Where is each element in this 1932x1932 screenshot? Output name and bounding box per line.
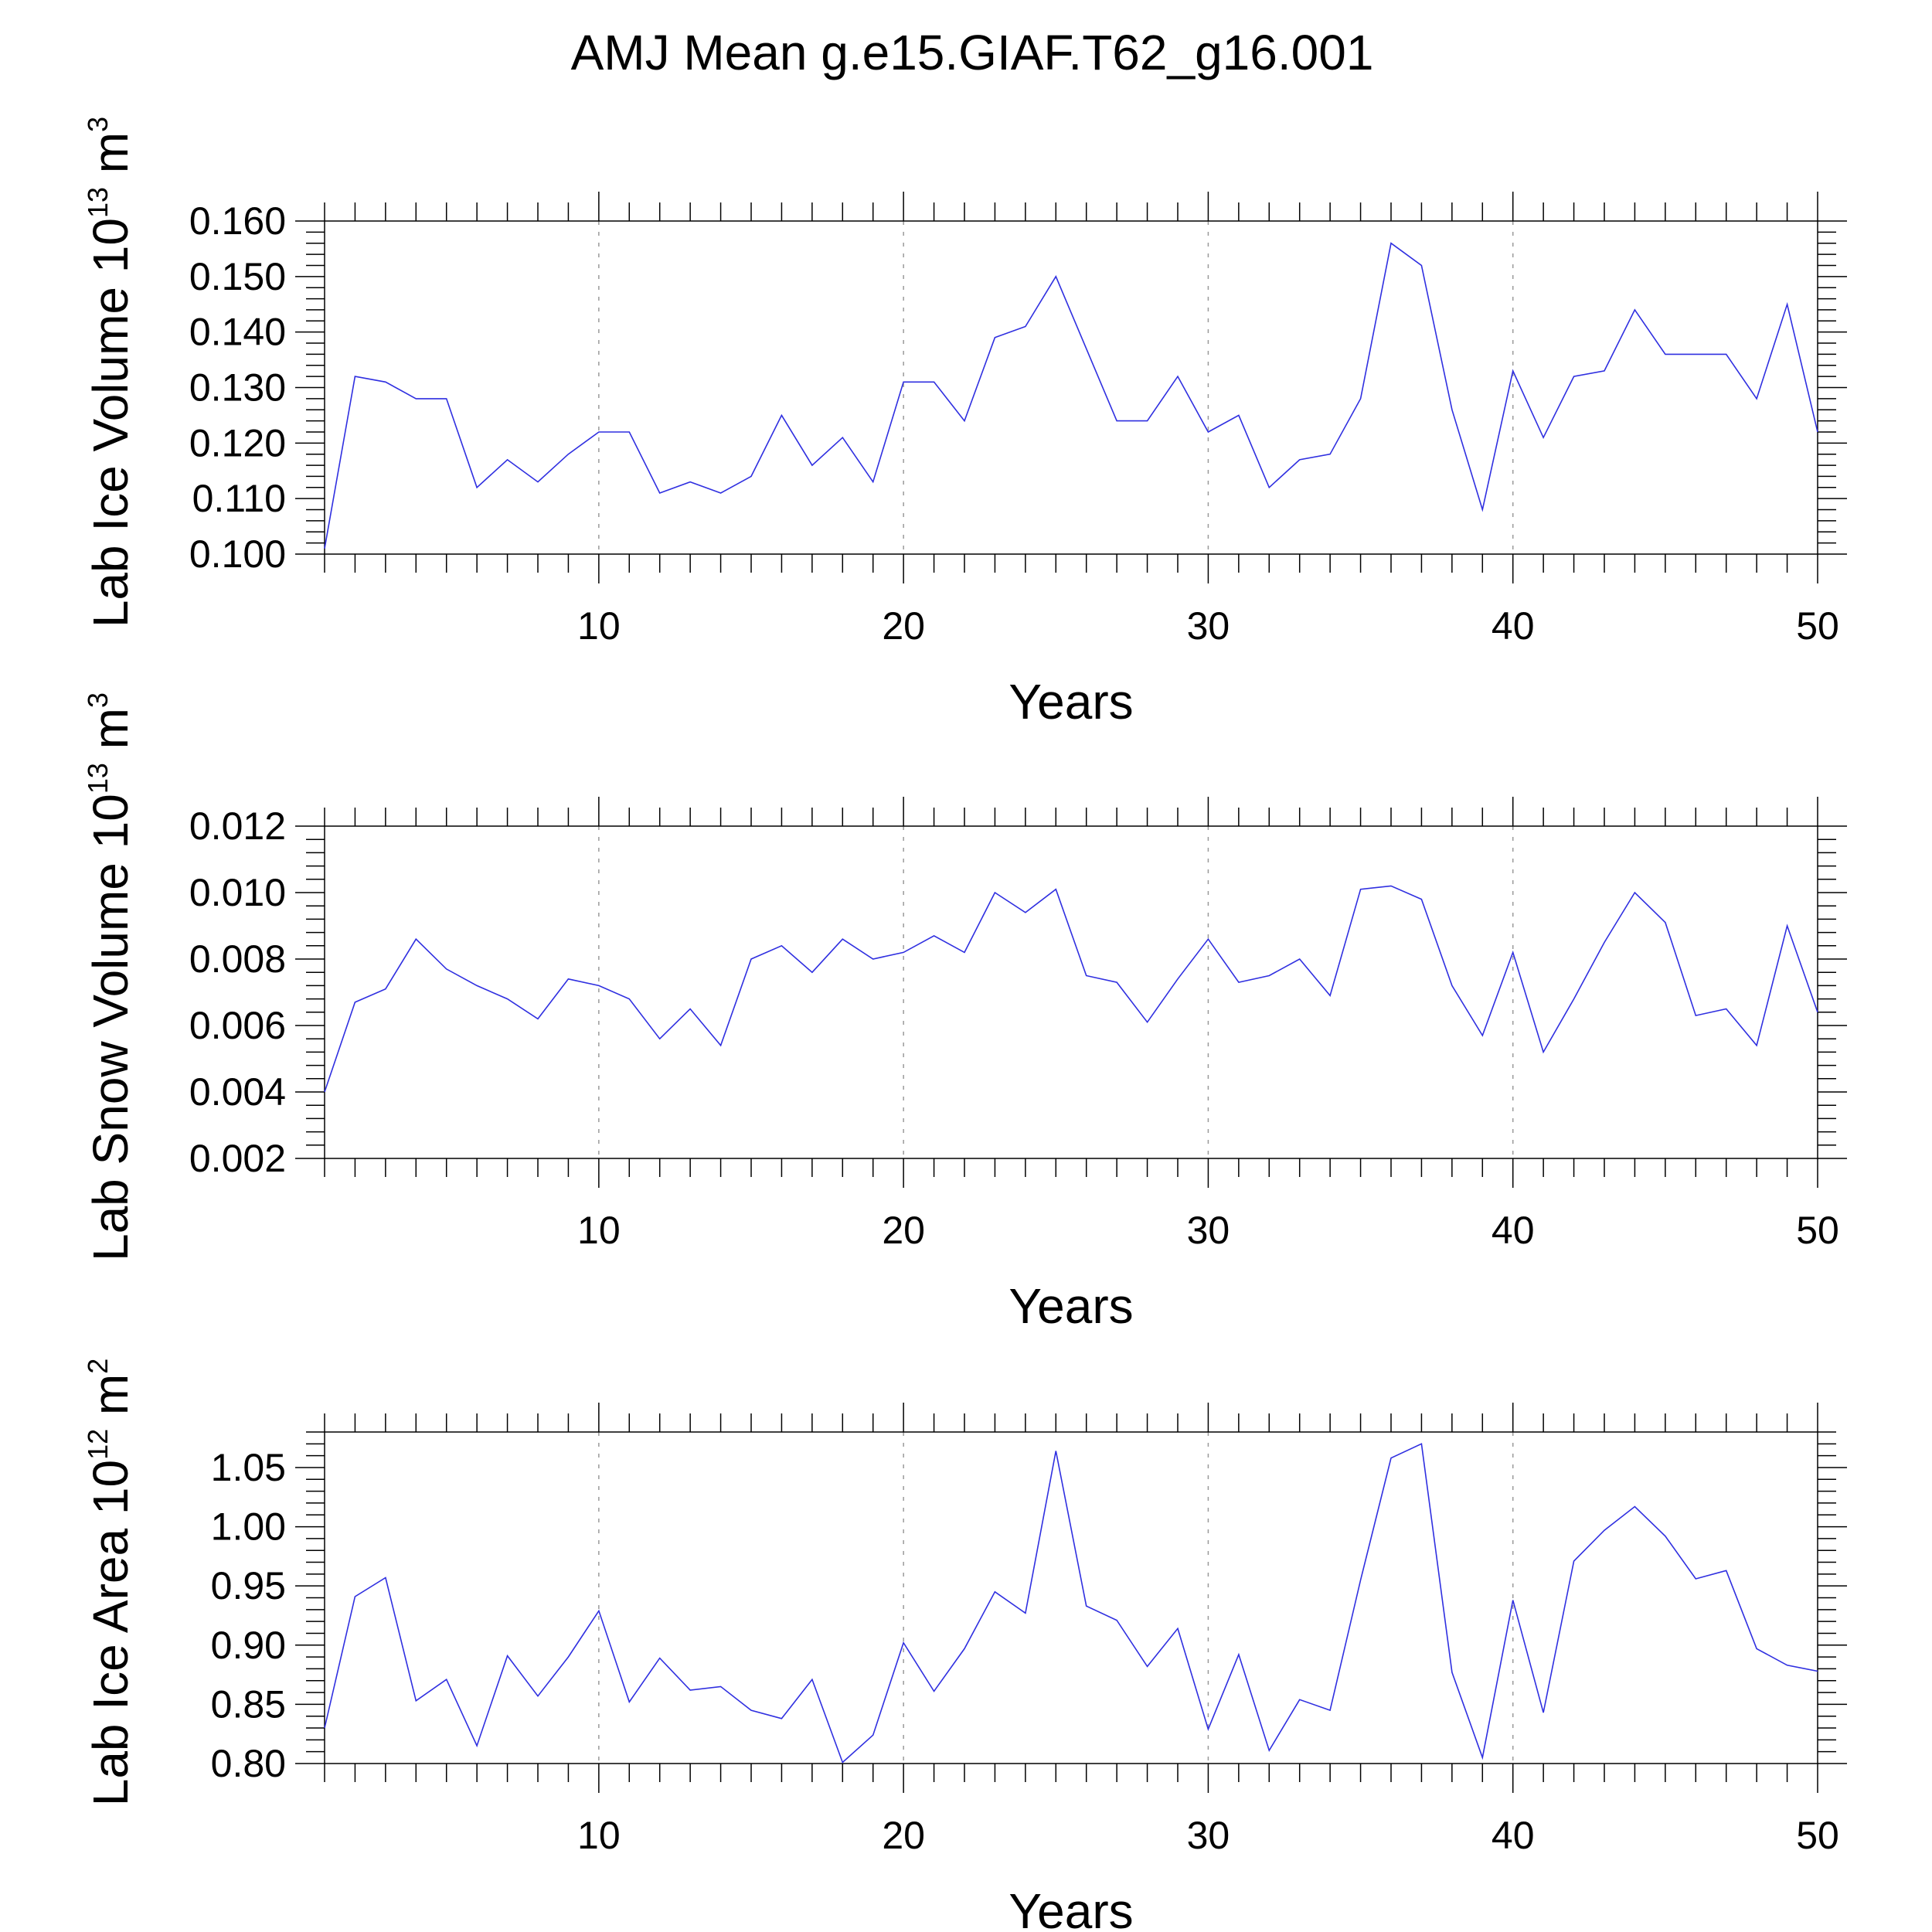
y-tick-label: 0.140: [189, 311, 286, 354]
y-axis-title-superscript: 3: [82, 692, 114, 708]
y-tick-label: 0.85: [211, 1682, 286, 1726]
x-axis-title: Years: [1009, 1278, 1133, 1334]
y-axis-title-part: m: [83, 132, 138, 187]
y-tick-label: 0.95: [211, 1564, 286, 1607]
y-tick-label: 0.150: [189, 255, 286, 298]
x-tick-label: 30: [1187, 1209, 1230, 1252]
x-tick-label: 10: [577, 1814, 621, 1857]
x-tick-label: 50: [1796, 1209, 1839, 1252]
x-tick-label: 50: [1796, 604, 1839, 648]
y-axis-title-part: m: [83, 708, 138, 763]
figure-title: AMJ Mean g.e15.GIAF.T62_g16.001: [571, 25, 1374, 80]
y-tick-label: 0.012: [189, 804, 286, 848]
y-axis-title-superscript: 2: [82, 1359, 114, 1374]
y-tick-label: 0.004: [189, 1070, 286, 1114]
x-tick-label: 40: [1492, 604, 1535, 648]
y-axis-title-part: Lab Snow Volume 10: [83, 794, 138, 1261]
y-axis-title-superscript: 3: [82, 117, 114, 132]
x-tick-label: 20: [882, 1814, 925, 1857]
panel-ice-volume: 10 20 30 40 50 0.100 0.110 0.120 0.130 0.140 0.150…: [82, 117, 1847, 730]
series-line: [324, 885, 1818, 1093]
y-tick-label: 0.160: [189, 199, 286, 243]
x-tick-label: 50: [1796, 1814, 1839, 1857]
y-tick-label: 0.006: [189, 1004, 286, 1047]
y-axis-title-part: m: [83, 1374, 138, 1429]
y-tick-label: 1.05: [211, 1446, 286, 1489]
y-tick-label: 0.010: [189, 871, 286, 914]
y-tick-label: 0.002: [189, 1137, 286, 1180]
plot-frame: [324, 220, 1818, 555]
y-axis-title-superscript: 12: [82, 1429, 114, 1460]
y-axis-title-superscript: 13: [82, 187, 114, 218]
x-tick-label: 40: [1492, 1814, 1535, 1857]
plot-frame: [324, 1431, 1818, 1764]
x-tick-label: 40: [1492, 1209, 1535, 1252]
y-axis-title-superscript: 13: [82, 763, 114, 794]
x-tick-label: 20: [882, 604, 925, 648]
x-tick-label: 30: [1187, 1814, 1230, 1857]
panel-snow-volume: 10 20 30 40 50 0.002 0.004 0.006 0.008 0.010 0.012…: [82, 692, 1847, 1334]
y-tick-label: 0.80: [211, 1742, 286, 1785]
plot-frame: [324, 825, 1818, 1159]
y-tick-label: 0.130: [189, 366, 286, 410]
x-axis-title: Years: [1009, 674, 1133, 730]
y-axis-title-part: Lab Ice Volume 10: [83, 218, 138, 628]
y-tick-label: 0.120: [189, 421, 286, 464]
y-axis-title: Lab Ice Area 1012 m2: [82, 1359, 138, 1807]
y-axis-title-part: Lab Ice Area 10: [83, 1460, 138, 1806]
panel-ice-area: 10 20 30 40 50 0.80 0.85 0.90 0.95 1.00 1.05 Years L…: [82, 1359, 1847, 1932]
y-tick-label: 0.008: [189, 937, 286, 981]
x-axis-title: Years: [1009, 1883, 1133, 1932]
y-tick-label: 0.100: [189, 532, 286, 576]
x-tick-label: 10: [577, 1209, 621, 1252]
series-line: [324, 1443, 1818, 1764]
y-tick-label: 0.90: [211, 1624, 286, 1667]
x-tick-label: 30: [1187, 604, 1230, 648]
y-axis-title: Lab Snow Volume 1013 m3: [82, 692, 138, 1261]
y-axis-title: Lab Ice Volume 1013 m3: [82, 117, 138, 628]
y-tick-label: 0.110: [192, 477, 286, 520]
y-tick-label: 1.00: [211, 1505, 286, 1549]
series-line: [324, 242, 1818, 549]
x-tick-label: 20: [882, 1209, 925, 1252]
x-tick-label: 10: [577, 604, 621, 648]
